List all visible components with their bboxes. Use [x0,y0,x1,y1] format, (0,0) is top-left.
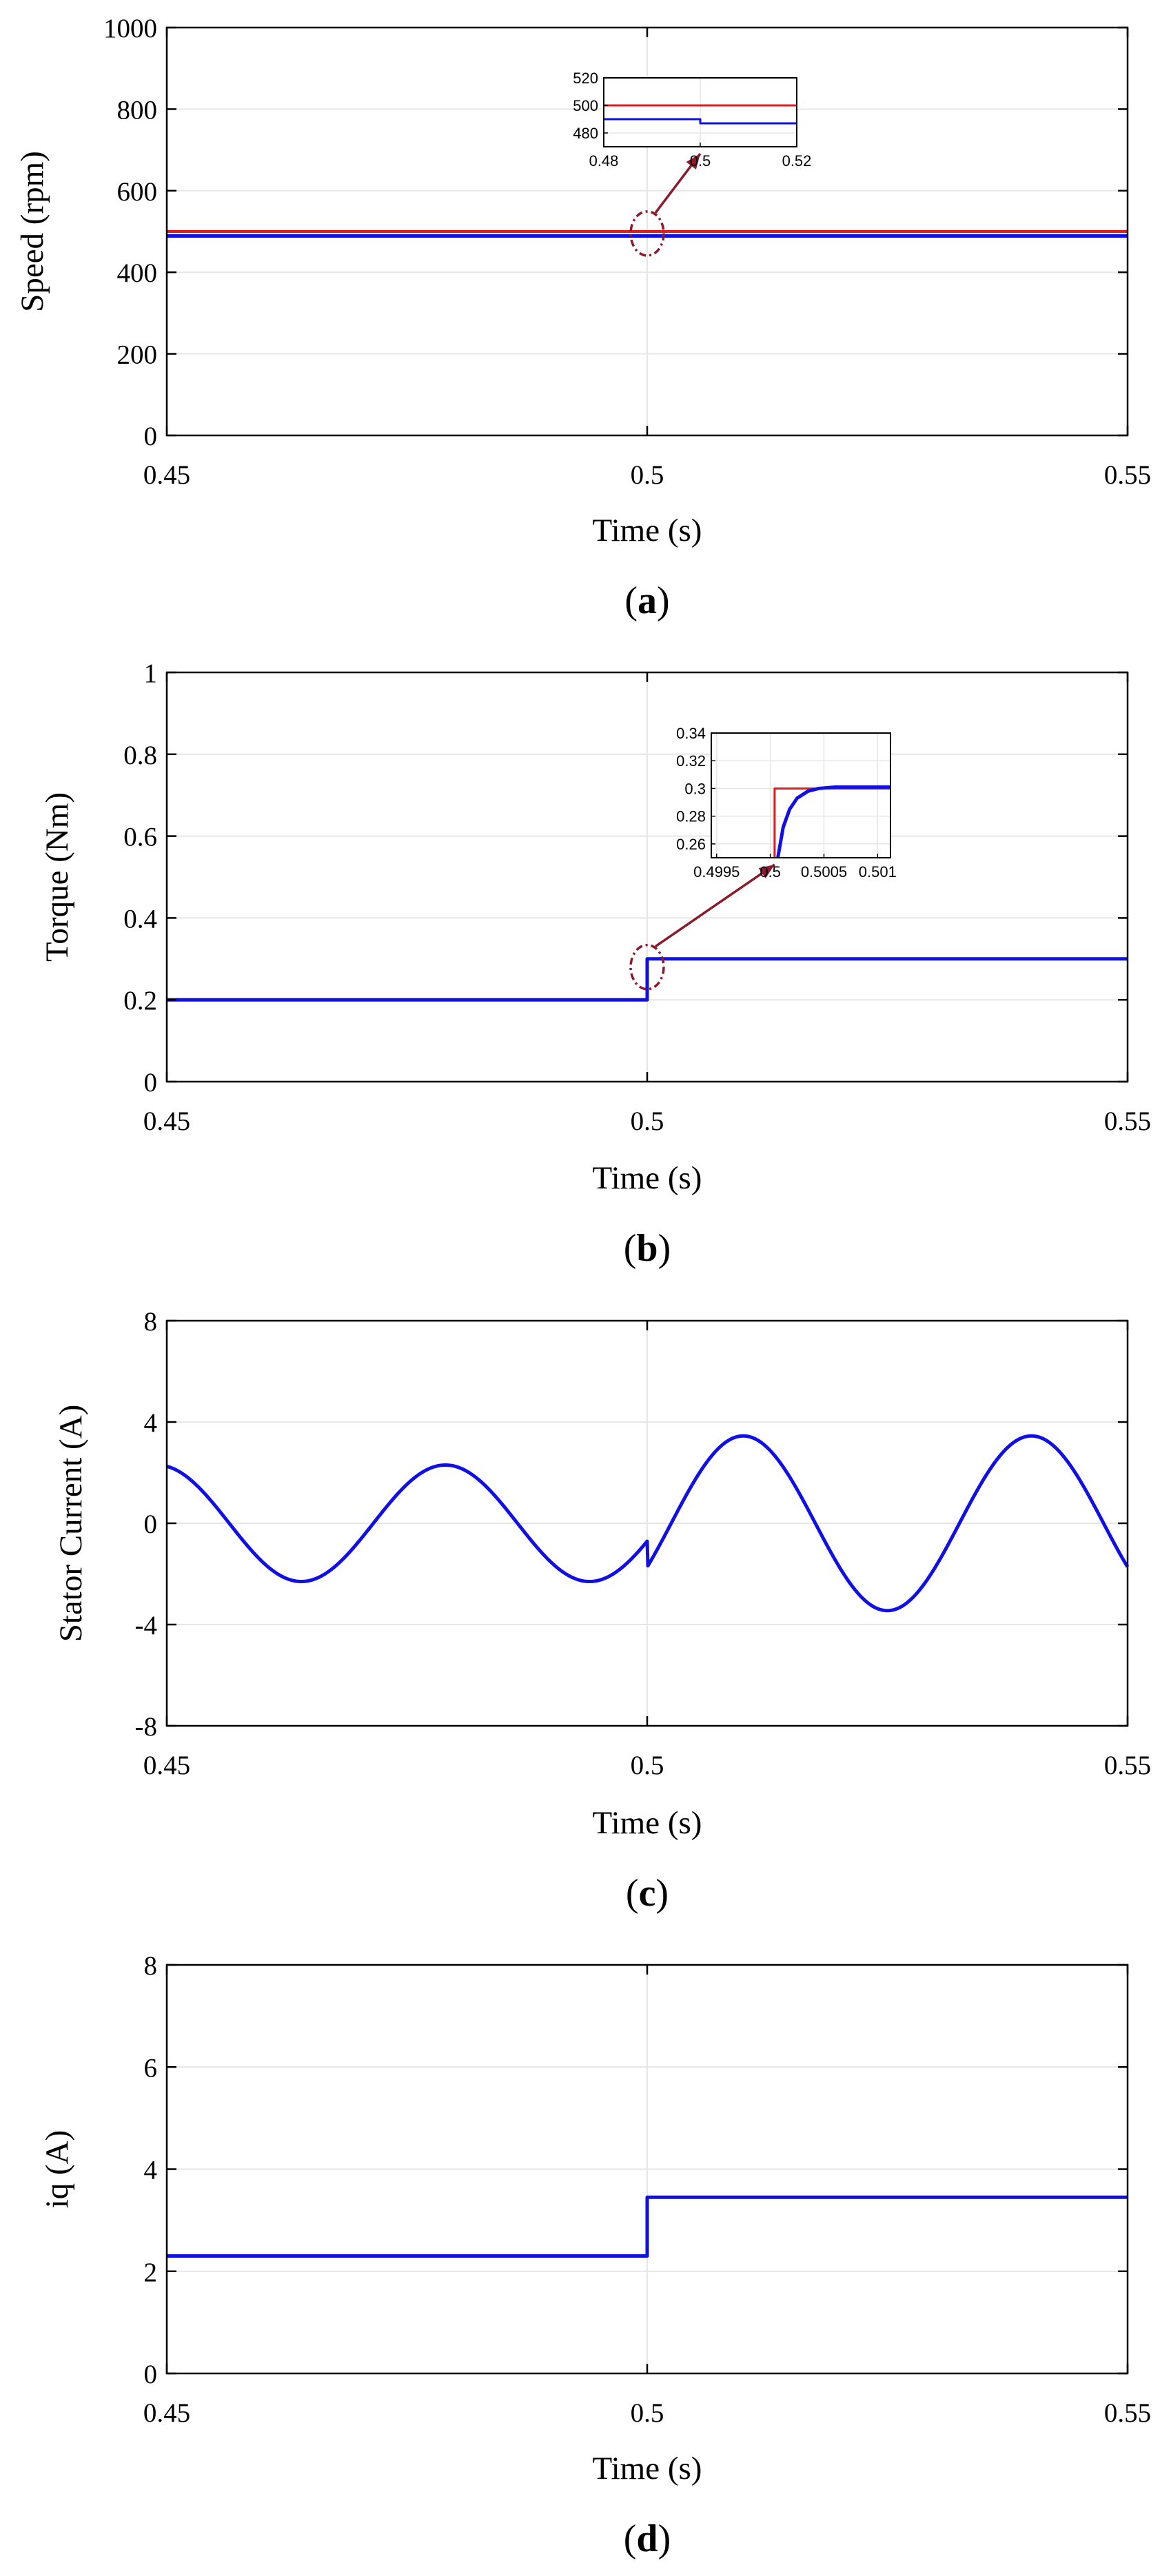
inset-y-tick-label: 0.32 [676,752,706,770]
inset-y-tick-label: 520 [573,70,598,87]
y-tick-label: 4 [144,2156,158,2185]
y-tick-label: 0.6 [123,823,157,852]
series-line-stator-current [165,1434,1130,1613]
y-tick-label: 400 [117,258,158,288]
caption-open: ( [624,2517,637,2560]
y-tick-label: 0 [144,2360,158,2389]
inset-x-tick-label: 0.5 [690,152,711,169]
y-tick-label: 0 [144,422,158,451]
series-line-actual [167,957,1128,1002]
x-tick-label: 0.55 [1104,460,1151,490]
inset-x-tick-label: 0.5005 [801,863,847,880]
x-tick-label: 0.45 [143,1751,190,1780]
inset-y-tick-label: 0.34 [676,725,706,742]
y-tick-label: 0 [144,1068,158,1098]
inset-series-group [773,785,890,858]
panel-caption: (a) [624,579,669,622]
x-axis-label: Time (s) [593,1805,702,1841]
x-axis-label: Time (s) [593,1160,702,1196]
panel-c: 0.45 0.5 0.55 -8 -4 0 4 8 Time (s) Stator Current… [53,1307,1151,1915]
caption-close: ) [655,1872,669,1915]
y-axis-label: Speed (rpm) [14,151,50,312]
y-tick-label: 4 [144,1408,158,1438]
x-tick-label: 0.5 [631,1106,664,1136]
caption-letter: c [639,1872,656,1915]
inset-y-tick-label: 0.3 [684,780,706,797]
inset-x-tick-label: 0.4995 [693,863,740,880]
y-tick-label: 1000 [103,14,157,43]
inset-b: 0.4995 0.5 0.5005 0.501 0.26 0.28 0.3 0.32 0.34 [676,725,897,880]
inset-x-tick-label: 0.48 [589,152,619,169]
y-tick-label: 200 [117,340,158,370]
y-tick-label: 600 [117,177,158,207]
inset-x-tick-label: 0.5 [760,863,781,880]
y-tick-label: 800 [117,95,158,125]
x-tick-label: 0.45 [143,1106,190,1136]
x-axis-label: Time (s) [593,513,702,548]
caption-letter: d [636,2517,658,2560]
inset-x-tick-label: 0.501 [859,863,897,880]
panel-b: 0.45 0.5 0.55 0 0.2 0.4 0.6 0.8 1 Time (s) Torque … [39,659,1151,1270]
y-axis-label: iq (A) [39,2130,75,2209]
inset-axes-box [711,732,891,858]
x-tick-label: 0.45 [143,2398,190,2428]
y-tick-label: 0.2 [123,986,157,1016]
y-tick-label: 2 [144,2258,158,2287]
panel-caption: (b) [624,1227,671,1270]
x-tick-label: 0.55 [1104,1751,1151,1780]
y-axis-label: Torque (Nm) [39,792,75,962]
inset-a: 0.48 0.5 0.52 480 500 520 [573,70,811,169]
caption-open: ( [624,1227,637,1270]
inset-y-tick-label: 480 [573,125,598,142]
x-tick-label: 0.55 [1104,2398,1151,2428]
inset-series-group [604,104,797,125]
zoom-arrow-head [686,154,700,169]
y-tick-label: -4 [135,1611,158,1640]
x-tick-label: 0.45 [143,460,190,490]
panel-a: 0.45 0.5 0.55 0 200 400 600 800 1000 Time (s) Spee… [14,14,1151,622]
panel-caption: (d) [624,2517,671,2560]
x-tick-label: 0.5 [631,460,664,490]
inset-y-tick-label: 500 [573,97,598,114]
highlight-ellipse [629,943,665,991]
x-axis-label: Time (s) [593,2451,702,2486]
caption-close: ) [657,579,670,622]
y-tick-label: 0 [144,1509,158,1539]
inset-y-tick-label: 0.28 [676,808,706,825]
y-tick-label: 1 [144,659,158,688]
highlight-ellipse [629,210,665,257]
inset-series-line-actual [776,785,890,858]
y-tick-label: 0.8 [123,741,157,770]
y-tick-label: 0.4 [123,904,157,934]
caption-close: ) [658,2517,671,2560]
panel-caption: (c) [626,1872,669,1915]
inset-y-tick-label: 0.26 [676,836,706,853]
y-tick-label: 6 [144,2053,158,2083]
y-axis-label: Stator Current (A) [53,1405,89,1642]
y-tick-label: -8 [135,1712,158,1742]
y-tick-label: 8 [144,1307,158,1337]
inset-series-line-actual [604,118,797,125]
caption-letter: b [636,1227,658,1270]
zoom-arrow-head [758,865,775,878]
caption-open: ( [624,579,638,622]
x-tick-label: 0.55 [1104,1106,1151,1136]
zoom-arrow [655,863,775,948]
y-tick-label: 8 [144,1951,158,1981]
series-line-iq [167,2195,1128,2258]
caption-open: ( [626,1872,639,1915]
x-tick-label: 0.5 [631,2398,664,2428]
x-tick-label: 0.5 [631,1751,664,1780]
panel-d: 0.45 0.5 0.55 0 2 4 6 8 Time (s) iq (A) (d) [39,1951,1151,2560]
inset-x-tick-label: 0.52 [782,152,812,169]
caption-letter: a [638,579,657,622]
caption-close: ) [658,1227,671,1270]
